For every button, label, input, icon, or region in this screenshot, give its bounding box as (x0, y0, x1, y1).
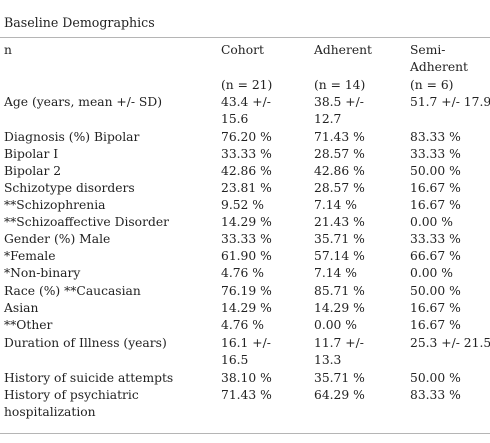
cell-semi: 25.3 +/- 21.5 (410, 336, 490, 350)
header-cohort: Cohort (221, 43, 264, 57)
row-label: History of psychiatric (4, 388, 139, 402)
cell-semi: 51.7 +/- 17.9 (410, 95, 490, 109)
cell-adherent: 7.14 % (314, 198, 357, 212)
header-cohort-n: (n = 21) (221, 78, 273, 92)
row-label: History of suicide attempts (4, 371, 174, 385)
cell-semi: 16.67 % (410, 318, 461, 332)
cell-semi: 50.00 % (410, 371, 461, 385)
cell-adherent: 35.71 % (314, 232, 365, 246)
row-label: Age (years, mean +/- SD) (4, 95, 162, 109)
cell-cohort: 4.76 % (221, 318, 264, 332)
cell-semi: 16.67 % (410, 198, 461, 212)
cell-cohort: 14.29 % (221, 301, 272, 315)
cell-semi: 83.33 % (410, 388, 461, 402)
cell-adherent: 7.14 % (314, 266, 357, 280)
cell-cohort: 33.33 % (221, 147, 272, 161)
row-label: Bipolar I (4, 147, 59, 161)
cell-adherent: 28.57 % (314, 147, 365, 161)
row-label: Race (%) **Caucasian (4, 284, 141, 298)
header-adherent: Adherent (314, 43, 372, 57)
bottom-rule (0, 433, 490, 434)
cell-semi: 16.67 % (410, 181, 461, 195)
cell-semi: 0.00 % (410, 215, 453, 229)
cell-adherent: 0.00 % (314, 318, 357, 332)
table-title: Baseline Demographics (4, 15, 155, 30)
header-semi-line2: Adherent (410, 60, 468, 74)
cell-cohort: 15.6 (221, 112, 249, 126)
row-label: **Other (4, 318, 53, 332)
cell-adherent: 28.57 % (314, 181, 365, 195)
cell-cohort: 61.90 % (221, 249, 272, 263)
cell-cohort: 33.33 % (221, 232, 272, 246)
row-label: Asian (4, 301, 39, 315)
cell-adherent: 57.14 % (314, 249, 365, 263)
cell-cohort: 23.81 % (221, 181, 272, 195)
cell-cohort: 4.76 % (221, 266, 264, 280)
header-semi-line1: Semi- (410, 43, 446, 57)
cell-adherent: 38.5 +/- (314, 95, 364, 109)
header-semi-n: (n = 6) (410, 78, 454, 92)
cell-semi: 16.67 % (410, 301, 461, 315)
cell-cohort: 76.20 % (221, 130, 272, 144)
cell-adherent: 21.43 % (314, 215, 365, 229)
row-label: Schizotype disorders (4, 181, 135, 195)
cell-cohort: 38.10 % (221, 371, 272, 385)
cell-cohort: 9.52 % (221, 198, 264, 212)
cell-cohort: 76.19 % (221, 284, 272, 298)
row-label-continued: hospitalization (4, 405, 96, 419)
cell-cohort: 71.43 % (221, 388, 272, 402)
cell-adherent: 14.29 % (314, 301, 365, 315)
cell-adherent: 35.71 % (314, 371, 365, 385)
cell-cohort: 42.86 % (221, 164, 272, 178)
cell-adherent: 85.71 % (314, 284, 365, 298)
row-label: Bipolar 2 (4, 164, 62, 178)
row-label: **Schizoaffective Disorder (4, 215, 169, 229)
cell-adherent: 12.7 (314, 112, 342, 126)
cell-adherent: 42.86 % (314, 164, 365, 178)
cell-semi: 66.67 % (410, 249, 461, 263)
header-n-label: n (4, 43, 12, 57)
cell-semi: 83.33 % (410, 130, 461, 144)
cell-cohort: 16.5 (221, 353, 249, 367)
cell-adherent: 13.3 (314, 353, 342, 367)
row-label: Diagnosis (%) Bipolar (4, 130, 140, 144)
cell-adherent: 11.7 +/- (314, 336, 364, 350)
cell-semi: 50.00 % (410, 164, 461, 178)
row-label: **Schizophrenia (4, 198, 106, 212)
row-label: *Female (4, 249, 56, 263)
row-label: Gender (%) Male (4, 232, 111, 246)
row-label: *Non-binary (4, 266, 81, 280)
cell-semi: 33.33 % (410, 232, 461, 246)
top-rule (0, 37, 490, 38)
row-label: Duration of Illness (years) (4, 336, 167, 350)
cell-semi: 33.33 % (410, 147, 461, 161)
cell-semi: 50.00 % (410, 284, 461, 298)
cell-semi: 0.00 % (410, 266, 453, 280)
header-adherent-n: (n = 14) (314, 78, 366, 92)
cell-adherent: 71.43 % (314, 130, 365, 144)
cell-cohort: 43.4 +/- (221, 95, 271, 109)
cell-cohort: 16.1 +/- (221, 336, 271, 350)
cell-adherent: 64.29 % (314, 388, 365, 402)
cell-cohort: 14.29 % (221, 215, 272, 229)
